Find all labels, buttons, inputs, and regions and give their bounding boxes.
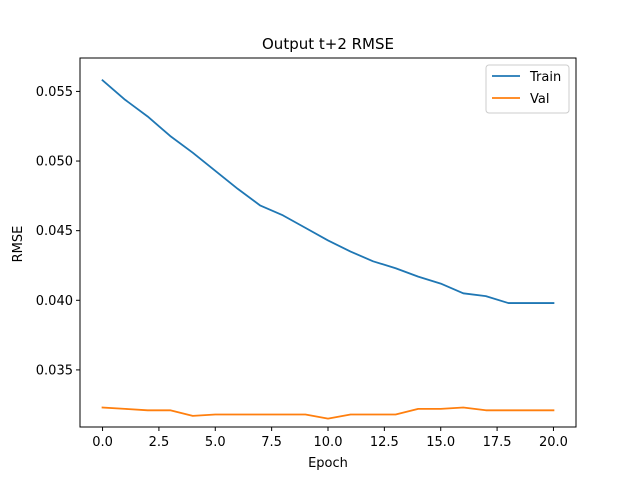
legend-box bbox=[485, 64, 570, 114]
y-tick-label: 0.050 bbox=[36, 155, 73, 170]
x-tick-label: 17.5 bbox=[483, 435, 512, 450]
series-line-val bbox=[101, 406, 555, 420]
legend: Train Val bbox=[485, 64, 570, 114]
plot-area: 0.0 2.5 5.0 7.5 10.0 12.5 15.0 17.5 20.0 0.035 0.0… bbox=[36, 57, 577, 450]
y-tick-label: 0.040 bbox=[36, 294, 73, 309]
legend-label-train: Train bbox=[529, 70, 561, 85]
chart-title: Output t+2 RMSE bbox=[262, 35, 394, 53]
y-tick-label: 0.055 bbox=[36, 85, 73, 100]
y-axis-label: RMSE bbox=[11, 226, 26, 263]
x-tick-label: 2.5 bbox=[149, 435, 170, 450]
x-tick-label: 10.0 bbox=[314, 435, 343, 450]
x-tick-label: 7.5 bbox=[261, 435, 282, 450]
x-axis-label: Epoch bbox=[308, 456, 348, 471]
x-tick-label: 20.0 bbox=[539, 435, 568, 450]
x-tick-label: 12.5 bbox=[370, 435, 399, 450]
x-tick-label: 5.0 bbox=[205, 435, 226, 450]
legend-label-val: Val bbox=[530, 92, 549, 107]
y-tick-label: 0.045 bbox=[36, 224, 73, 239]
x-tick-label: 0.0 bbox=[92, 435, 113, 450]
y-tick-label: 0.035 bbox=[36, 363, 73, 378]
x-tick-label: 15.0 bbox=[426, 435, 455, 450]
series-line-train bbox=[101, 79, 555, 304]
